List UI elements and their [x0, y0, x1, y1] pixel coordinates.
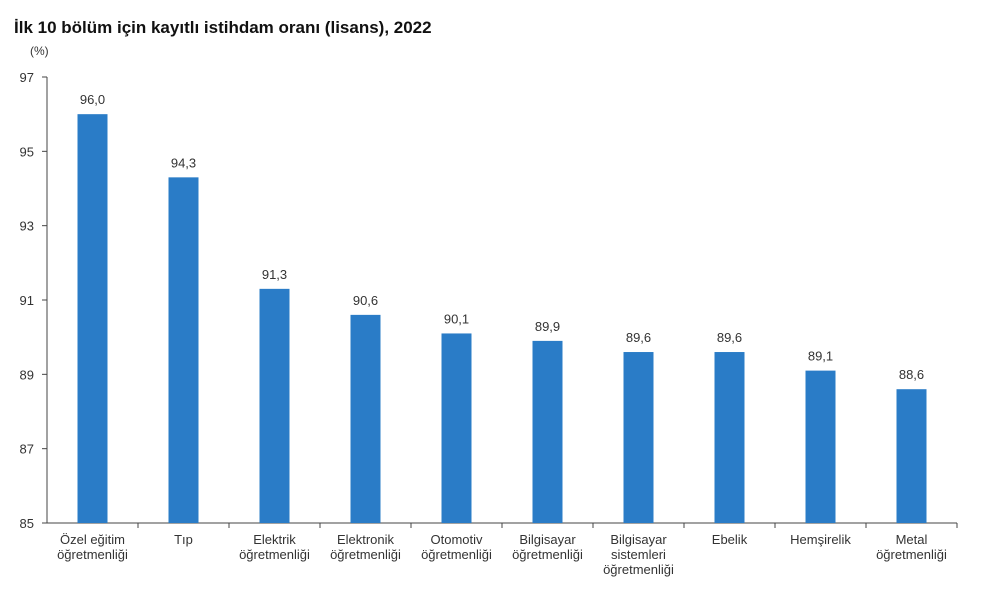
x-category-label: öğretmenliği — [876, 547, 947, 562]
bar — [714, 352, 745, 523]
y-tick-label: 95 — [20, 144, 34, 159]
data-label: 89,6 — [717, 330, 742, 345]
x-category-label: Bilgisayar — [519, 532, 576, 547]
bar — [350, 314, 381, 523]
x-category-label: öğretmenliği — [603, 562, 674, 577]
x-category-label: Otomotiv — [430, 532, 483, 547]
x-category-label: Özel eğitim — [60, 532, 125, 547]
y-axis-unit-label: (%) — [30, 44, 49, 58]
data-label: 91,3 — [262, 267, 287, 282]
x-category-label: Metal — [896, 532, 928, 547]
data-label: 94,3 — [171, 155, 196, 170]
data-label: 89,6 — [626, 330, 651, 345]
bar — [623, 352, 654, 523]
bar — [896, 389, 927, 523]
data-label: 90,6 — [353, 293, 378, 308]
x-category-label: sistemleri — [611, 547, 666, 562]
x-category-label: Bilgisayar — [610, 532, 667, 547]
bar — [532, 340, 563, 523]
x-category-label: Elektrik — [253, 532, 296, 547]
data-label: 90,1 — [444, 311, 469, 326]
y-tick-label: 97 — [20, 70, 34, 85]
bar — [441, 333, 472, 523]
data-label: 88,6 — [899, 367, 924, 382]
y-tick-label: 85 — [20, 516, 34, 531]
bar — [168, 177, 199, 523]
x-category-label: öğretmenliği — [421, 547, 492, 562]
y-tick-label: 87 — [20, 442, 34, 457]
x-category-label: öğretmenliği — [57, 547, 128, 562]
y-tick-label: 91 — [20, 293, 34, 308]
x-category-label: öğretmenliği — [512, 547, 583, 562]
data-label: 96,0 — [80, 92, 105, 107]
x-category-label: Tıp — [174, 532, 193, 547]
x-category-label: Hemşirelik — [790, 532, 851, 547]
bar — [805, 370, 836, 523]
chart-title: İlk 10 bölüm için kayıtlı istihdam oranı… — [14, 18, 432, 37]
bar — [77, 114, 108, 524]
data-label: 89,1 — [808, 349, 833, 364]
x-category-label: Ebelik — [712, 532, 748, 547]
x-category-label: öğretmenliği — [239, 547, 310, 562]
y-tick-label: 93 — [20, 219, 34, 234]
bar — [259, 288, 290, 523]
x-category-label: öğretmenliği — [330, 547, 401, 562]
y-tick-label: 89 — [20, 367, 34, 382]
x-category-label: Elektronik — [337, 532, 395, 547]
data-label: 89,9 — [535, 319, 560, 334]
